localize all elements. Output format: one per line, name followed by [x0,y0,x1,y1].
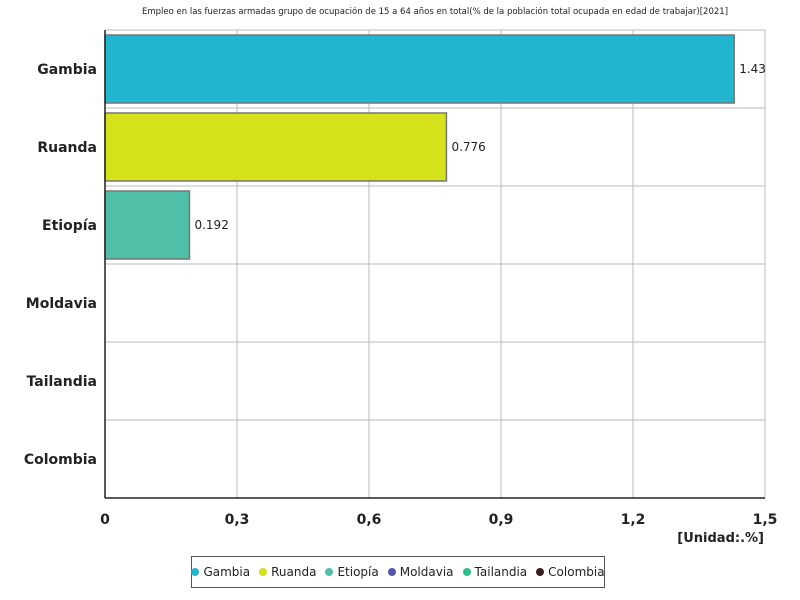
grid-lines [105,29,766,498]
legend-marker [462,568,471,576]
x-tick-label: 0 [100,512,110,528]
x-tick-labels: 0 0,3 0,6 0,9 1,2 1,5 [100,512,777,528]
legend-label: Tailandia [474,565,528,579]
legend-item: Gambia [191,565,250,579]
category-label: Ruanda [37,140,97,156]
legend-item: Colombia [536,565,605,579]
value-label: 0.192 [194,218,228,232]
legend-item: Tailandia [462,565,528,579]
legend-item: Moldavia [387,565,454,579]
bar-ruanda [104,112,448,182]
legend-label: Ruanda [271,565,317,579]
legend-marker [191,568,200,576]
category-label: Colombia [24,452,97,468]
x-tick-label: 1,5 [753,512,778,528]
legend-label: Gambia [203,565,251,579]
x-tick-label: 0,9 [489,512,514,528]
value-label: 1.43 [739,62,766,76]
bar-gambia [104,34,735,104]
legend-label: Etiopía [337,565,379,579]
legend-label: Colombia [548,565,605,579]
value-label: 0.776 [451,140,485,154]
legend-label: Moldavia [399,565,454,579]
category-labels: Gambia Ruanda Etiopía Moldavia Tailandia Colo… [24,62,97,468]
legend: Gambia Ruanda Etiopía Moldavia Tailandia Colo… [191,556,605,588]
category-label: Moldavia [26,296,97,312]
legend-marker [536,568,545,576]
x-tick-label: 0,6 [357,512,382,528]
unit-label: [Unidad:.%] [677,531,764,546]
legend-item: Ruanda [259,565,316,579]
legend-marker [259,568,268,576]
axes [104,30,765,499]
category-label: Tailandia [27,374,97,390]
x-tick-label: 1,2 [621,512,646,528]
bar-etiopía [104,190,191,260]
category-label: Gambia [37,62,97,78]
category-label: Etiopía [42,218,97,234]
legend-item: Etiopía [325,565,379,579]
x-tick-label: 0,3 [225,512,250,528]
legend-marker [325,568,334,576]
value-labels: 1.43 0.776 0.192 [194,62,765,232]
chart-title: Empleo en las fuerzas armadas grupo de o… [142,6,728,17]
legend-marker [387,568,396,576]
